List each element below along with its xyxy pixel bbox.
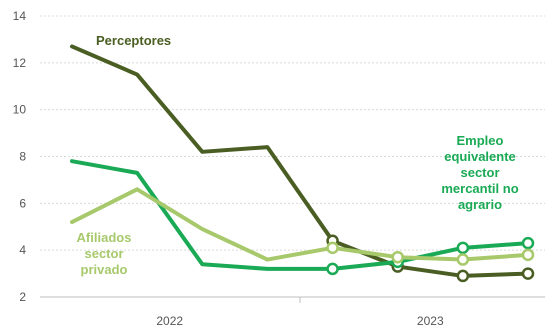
series-label-1: Empleo equivalente sector mercantil no agrar… — [441, 133, 518, 212]
series-line-2 — [70, 187, 530, 262]
series-label-line: Perceptores — [96, 33, 171, 48]
data-point — [391, 250, 404, 264]
x-axis: 2022 2023 — [40, 296, 545, 328]
x-tick-label: 2022 — [156, 314, 183, 328]
series-lines — [70, 44, 530, 278]
y-tick-label: 14 — [13, 9, 27, 23]
data-point — [456, 269, 470, 283]
series-label-line: mercantil no — [441, 181, 518, 196]
y-tick-label: 4 — [19, 243, 26, 257]
series-line-0 — [70, 44, 530, 278]
y-tick-label: 8 — [19, 150, 26, 164]
y-axis: 2 4 6 8 10 12 14 — [13, 9, 27, 304]
y-tick-label: 2 — [19, 290, 26, 304]
series-label-0: Perceptores — [96, 33, 171, 48]
data-point — [326, 262, 339, 276]
series-label-line: Empleo — [457, 133, 504, 148]
x-tick-label: 2023 — [417, 314, 444, 328]
y-tick-label: 6 — [19, 196, 26, 210]
data-point — [456, 241, 470, 255]
data-point — [521, 236, 535, 250]
series-markers — [326, 234, 535, 283]
y-tick-label: 12 — [13, 56, 27, 70]
series-label-line: agrario — [458, 197, 502, 212]
series-line-1 — [70, 159, 530, 271]
data-point — [326, 241, 339, 255]
series-label-2: Afiliados sector privado — [77, 230, 132, 277]
series-label-line: equivalente — [444, 149, 516, 164]
data-point — [521, 248, 535, 262]
y-tick-label: 10 — [13, 103, 27, 117]
series-label-line: sector — [84, 246, 123, 261]
series-label-line: privado — [81, 262, 128, 277]
series-label-line: sector — [460, 165, 499, 180]
data-point — [456, 253, 470, 266]
data-point — [521, 267, 535, 280]
series-label-line: Afiliados — [77, 230, 132, 245]
